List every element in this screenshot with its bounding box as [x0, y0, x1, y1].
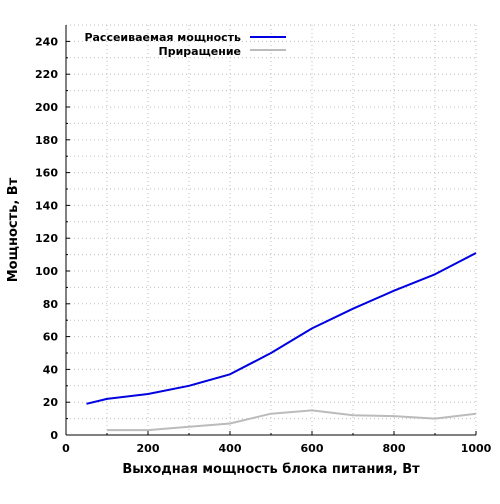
series-lines — [86, 252, 477, 432]
series-line-2 — [107, 409, 477, 432]
legend-label-series-2: Приращение — [159, 45, 241, 58]
x-tick-label: 600 — [301, 442, 324, 455]
grid — [66, 24, 477, 435]
x-tick-label: 200 — [137, 442, 160, 455]
x-tick-label: 1000 — [461, 442, 492, 455]
x-tick-label: 800 — [383, 442, 406, 455]
series-line-1 — [86, 252, 477, 405]
y-tick-label: 120 — [35, 232, 58, 245]
y-tick-label: 200 — [35, 101, 58, 114]
x-tick-label: 0 — [62, 442, 70, 455]
y-tick-label: 140 — [35, 199, 58, 212]
legend-label-series-1: Рассеиваемая мощность — [84, 31, 241, 44]
y-tick-label: 180 — [35, 134, 58, 147]
y-tick-label: 160 — [35, 167, 58, 180]
tick-labels: 0 200 400 600 800 1000 0 20 40 60 80 100 120 140 160 18… — [35, 35, 492, 455]
y-tick-label: 240 — [35, 35, 58, 48]
y-tick-label: 0 — [50, 429, 58, 442]
y-tick-label: 80 — [43, 298, 59, 311]
y-tick-label: 20 — [43, 396, 59, 409]
x-tick-label: 400 — [219, 442, 242, 455]
y-tick-label: 100 — [35, 265, 58, 278]
legend: Рассеиваемая мощность Приращение — [84, 31, 286, 58]
y-tick-label: 40 — [43, 363, 59, 376]
y-tick-label: 60 — [43, 331, 59, 344]
x-axis-label: Выходная мощность блока питания, Вт — [122, 462, 420, 477]
y-axis-label: Мощность, Вт — [6, 177, 21, 282]
y-tick-label: 220 — [35, 68, 58, 81]
